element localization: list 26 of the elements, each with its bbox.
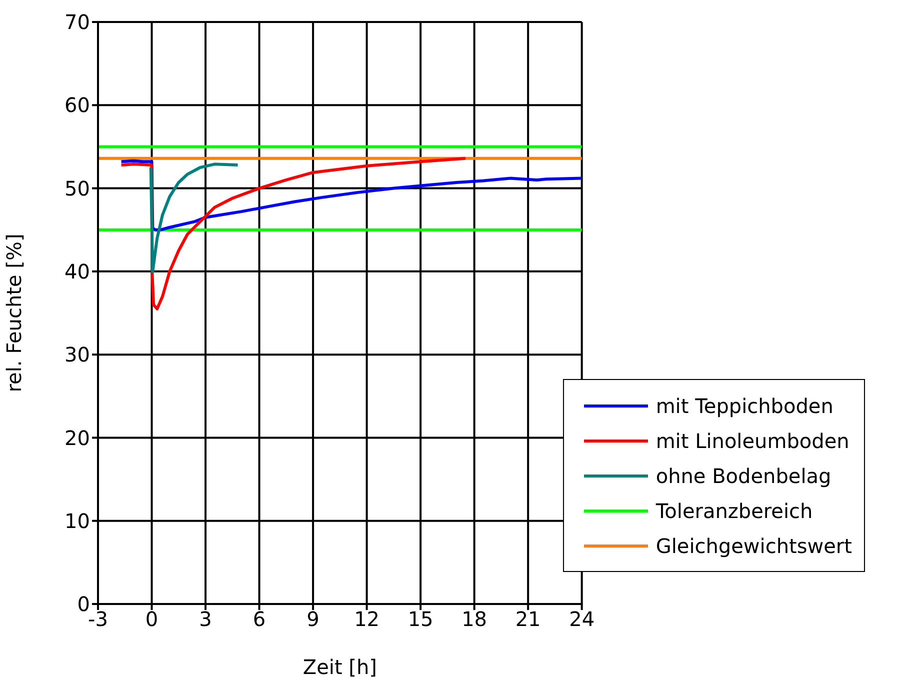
x-tick-label: -3 [88, 607, 108, 632]
legend-label: Toleranzbereich [656, 498, 813, 522]
y-tick-label: 50 [64, 176, 90, 200]
x-tick-label: 18 [462, 607, 488, 632]
x-tick-label: 3 [199, 607, 212, 632]
y-tick-label: 60 [64, 93, 90, 118]
x-tick-label: 0 [145, 607, 158, 632]
line-series [149, 162, 240, 273]
x-tick-label: 24 [569, 607, 595, 632]
y-tick-label: 70 [64, 10, 90, 34]
y-tick-label: 20 [64, 426, 90, 450]
x-tick-label: 6 [252, 607, 266, 632]
y-tick-label: 40 [64, 260, 90, 284]
x-tick-label: 15 [408, 607, 434, 632]
y-axis-title: rel. Feuchte [%] [2, 234, 26, 392]
legend-label: mit Teppichboden [656, 394, 834, 418]
legend-label: Gleichgewichtswert [656, 534, 852, 558]
legend-label: mit Linoleumboden [656, 428, 850, 452]
x-tick-label: 21 [515, 607, 541, 632]
legend-label: ohne Bodenbelag [656, 464, 832, 488]
y-tick-label: 0 [77, 592, 90, 616]
y-tick-label: 30 [64, 342, 90, 367]
x-tick-label: 12 [354, 607, 380, 632]
y-tick-label: 10 [64, 508, 90, 533]
x-axis-title: Zeit [h] [302, 655, 377, 678]
x-tick-label: 9 [306, 607, 320, 632]
